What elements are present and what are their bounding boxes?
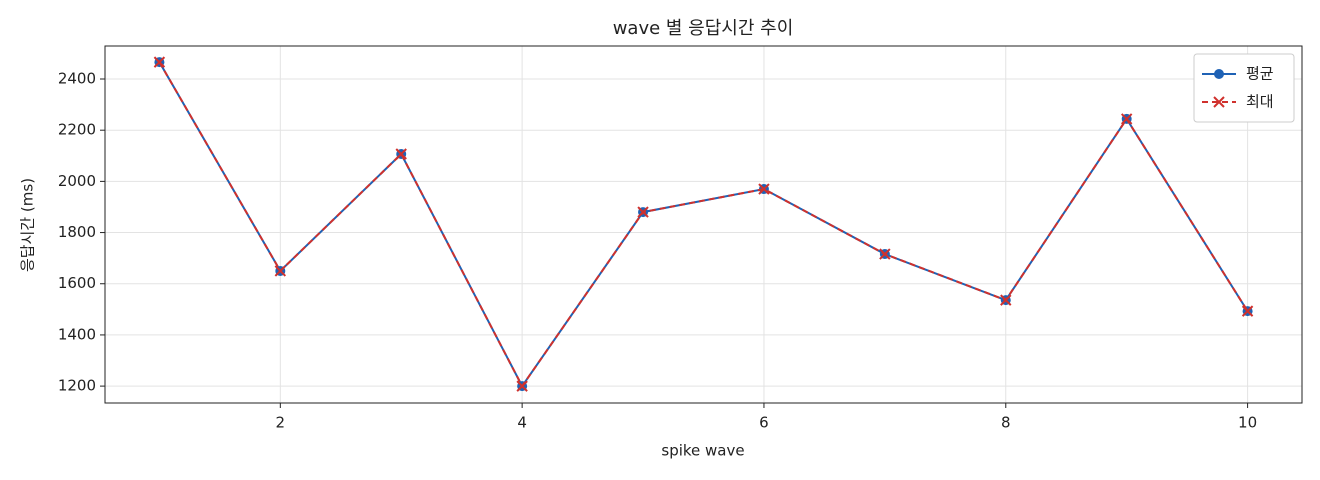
marker [1213, 96, 1225, 108]
x-tick-label: 6 [759, 414, 769, 432]
legend-frame [1193, 53, 1295, 123]
plot-frame [104, 45, 1303, 404]
x-axis-label: spike wave [661, 442, 744, 460]
marker [516, 380, 528, 392]
y-tick-label: 2000 [58, 172, 96, 190]
marker [1214, 69, 1224, 79]
y-tick-label: 2400 [58, 70, 96, 88]
marker [274, 265, 287, 277]
y-tick-label: 1600 [58, 274, 96, 292]
y-tick-label: 2200 [58, 121, 96, 139]
x-tick-label: 10 [1238, 414, 1257, 432]
marker [1000, 294, 1012, 306]
data-line [158, 61, 1249, 389]
marker [153, 56, 166, 68]
marker [758, 183, 770, 195]
marker [395, 148, 407, 160]
data-line [158, 61, 1249, 389]
marker [1241, 305, 1254, 317]
legend-label: 최대 [1246, 93, 1274, 111]
x-tick-label: 4 [517, 414, 527, 432]
x-tick-label: 2 [276, 414, 286, 432]
legend-label: 평균 [1246, 65, 1274, 83]
chart-title: wave 별 응답시간 추이 [613, 18, 794, 39]
y-axis-label: 응답시간 (ms) [19, 178, 37, 272]
marker [1120, 113, 1133, 125]
marker [637, 206, 649, 218]
y-tick-label: 1400 [58, 325, 96, 343]
y-tick-label: 1200 [58, 377, 96, 395]
y-tick-label: 1800 [58, 223, 96, 241]
x-tick-label: 8 [1001, 414, 1011, 432]
marker [879, 248, 891, 260]
